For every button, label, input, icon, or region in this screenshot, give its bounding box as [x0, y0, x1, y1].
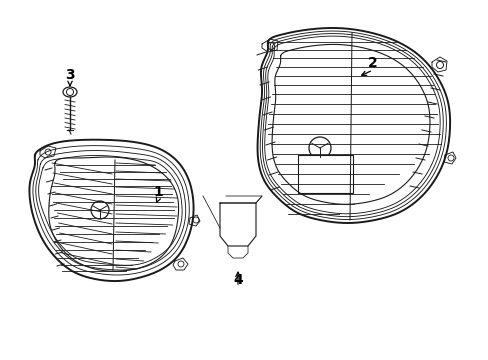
Text: 1: 1	[153, 185, 163, 199]
FancyBboxPatch shape	[297, 155, 352, 193]
Text: 3: 3	[65, 68, 75, 82]
Text: 2: 2	[367, 56, 377, 70]
Text: 4: 4	[233, 273, 243, 287]
